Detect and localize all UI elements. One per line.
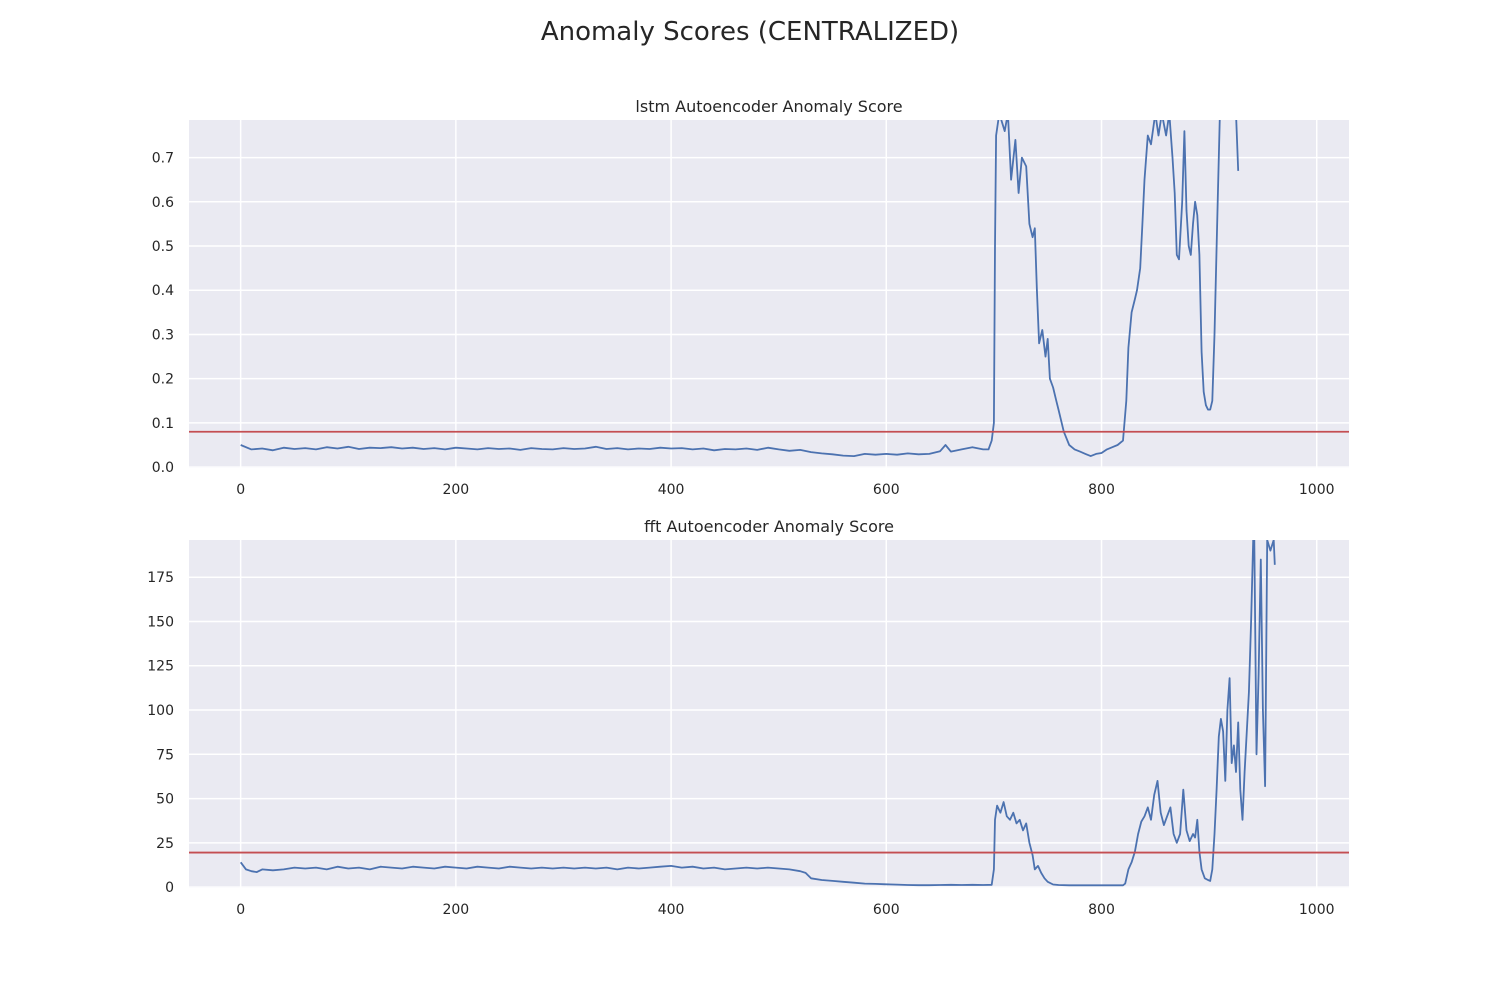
y-tick-label: 0.7 bbox=[152, 151, 174, 167]
y-tick-label: 0.0 bbox=[152, 460, 174, 476]
x-tick-label: 600 bbox=[873, 482, 900, 498]
y-tick-label: 125 bbox=[147, 659, 174, 675]
fft-score-panel: 0 200 400 600 800 1000 0 25 50 75 100 125 150 175 ff… bbox=[147, 517, 1349, 918]
y-tick-label: 0.2 bbox=[152, 372, 174, 388]
y-tick-label: 50 bbox=[156, 792, 174, 808]
y-tick-label: 0 bbox=[165, 880, 174, 896]
x-tick-labels: 0 200 400 600 800 1000 bbox=[236, 482, 1334, 498]
y-tick-label: 25 bbox=[156, 836, 174, 852]
figure-title: Anomaly Scores (CENTRALIZED) bbox=[541, 17, 959, 47]
y-tick-label: 150 bbox=[147, 614, 174, 630]
y-tick-label: 0.1 bbox=[152, 416, 174, 432]
gridlines bbox=[189, 540, 1349, 888]
y-tick-label: 0.6 bbox=[152, 195, 174, 211]
lstm-score-panel: 0 200 400 600 800 1000 0.00.10.20.30.40.50.60… bbox=[152, 97, 1349, 498]
x-tick-label: 0 bbox=[236, 902, 245, 918]
x-tick-label: 200 bbox=[442, 902, 469, 918]
anomaly-score-line bbox=[240, 120, 1240, 457]
plot-area bbox=[189, 540, 1349, 888]
y-tick-label: 100 bbox=[147, 703, 174, 719]
y-tick-label: 0.3 bbox=[152, 327, 174, 343]
x-tick-label: 400 bbox=[658, 902, 685, 918]
y-tick-labels: 0.0 0.1 0.2 0.3 0.4 0.5 0.6 0.7 bbox=[152, 151, 174, 477]
subplot-title: lstm Autoencoder Anomaly Score bbox=[635, 97, 902, 116]
x-tick-label: 400 bbox=[658, 482, 685, 498]
plot-area bbox=[189, 120, 1349, 468]
x-tick-label: 1000 bbox=[1299, 482, 1335, 498]
y-tick-label: 0.5 bbox=[152, 239, 174, 255]
x-tick-label: 200 bbox=[442, 482, 469, 498]
x-tick-labels: 0 200 400 600 800 1000 bbox=[236, 902, 1334, 918]
y-tick-labels: 0 25 50 75 100 125 150 175 bbox=[147, 570, 174, 896]
gridlines bbox=[189, 120, 1349, 468]
y-tick-label: 0.4 bbox=[152, 283, 174, 299]
anomaly-score-line bbox=[239, 540, 1276, 887]
subplot-title: fft Autoencoder Anomaly Score bbox=[644, 517, 894, 536]
x-tick-label: 600 bbox=[873, 902, 900, 918]
x-tick-label: 800 bbox=[1088, 482, 1115, 498]
x-tick-label: 800 bbox=[1088, 902, 1115, 918]
x-tick-label: 0 bbox=[236, 482, 245, 498]
y-tick-label: 75 bbox=[156, 747, 174, 763]
x-tick-label: 1000 bbox=[1299, 902, 1335, 918]
y-tick-label: 175 bbox=[147, 570, 174, 586]
